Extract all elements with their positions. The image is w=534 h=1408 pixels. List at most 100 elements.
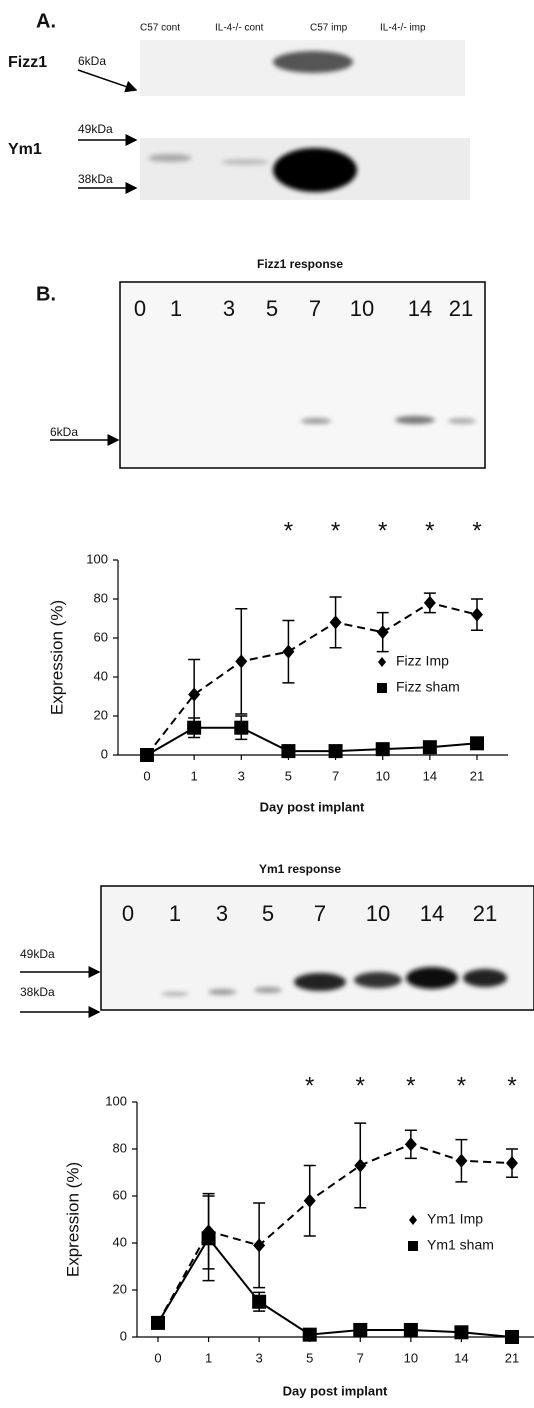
x-tick-label: 1 [205, 1350, 212, 1365]
band [221, 159, 269, 165]
lane-label: C57 cont [140, 23, 180, 34]
y-tick-label: 100 [86, 551, 108, 566]
point [188, 687, 201, 702]
series-line [146, 726, 478, 756]
y-tick-label: 40 [113, 1234, 127, 1249]
x-tick-label: 10 [404, 1350, 418, 1365]
lane-label: IL-4-/- cont [215, 23, 264, 34]
x-axis-title: Day post implant [260, 799, 365, 814]
point [506, 1156, 518, 1171]
series-line [157, 1236, 513, 1338]
y-tick-label: 20 [113, 1281, 127, 1296]
x-tick-label: 5 [285, 768, 292, 783]
lane-label: C57 imp [310, 23, 348, 34]
band [354, 972, 402, 988]
lane-label: 5 [262, 901, 274, 926]
marker-label: 38kDa [20, 985, 55, 999]
x-tick-label: 14 [454, 1350, 468, 1365]
band [448, 418, 476, 424]
point [454, 1325, 469, 1340]
point [471, 607, 483, 622]
significance-mark: * [356, 1072, 365, 1099]
point [455, 1153, 468, 1168]
y-tick-label: 100 [105, 1093, 127, 1108]
lane-label: 1 [170, 296, 182, 321]
band [273, 51, 353, 73]
lane-label: 7 [314, 901, 326, 926]
band [294, 973, 346, 991]
significance-mark: * [305, 1072, 314, 1099]
legend-label: Ym1 sham [427, 1237, 494, 1253]
lane-label: IL-4-/- imp [380, 23, 426, 34]
point [252, 1294, 267, 1309]
point [404, 1137, 417, 1152]
band [148, 154, 192, 162]
y-tick-label: 60 [113, 1187, 127, 1202]
lane-label: 0 [122, 901, 134, 926]
y-tick-label: 80 [94, 590, 108, 605]
blot-title: Ym1 response [259, 862, 341, 876]
x-tick-label: 1 [191, 768, 198, 783]
x-tick-label: 0 [143, 768, 150, 783]
lane-label: 3 [216, 901, 228, 926]
point [376, 625, 389, 640]
x-tick-label: 7 [332, 768, 339, 783]
lane-label: 0 [134, 296, 146, 321]
significance-mark: * [284, 517, 293, 544]
point [303, 1193, 316, 1208]
lane-label: 10 [366, 901, 390, 926]
point [187, 720, 202, 735]
band [463, 969, 507, 987]
y-axis-title: Expression (%) [47, 600, 66, 715]
point [403, 1322, 418, 1337]
y-tick-label: 20 [94, 707, 108, 722]
x-axis-title: Day post implant [283, 1383, 388, 1398]
x-tick-label: 0 [154, 1350, 161, 1365]
lane-label: 21 [449, 296, 473, 321]
lane-label: 5 [266, 296, 278, 321]
point [375, 742, 390, 757]
band [301, 418, 331, 424]
marker-label: 49kDa [20, 947, 55, 961]
y-tick-label: 0 [101, 746, 108, 761]
significance-mark: * [378, 517, 387, 544]
point [302, 1327, 317, 1342]
point [354, 1158, 367, 1173]
point [282, 644, 295, 659]
lane-label: 3 [223, 296, 235, 321]
lane-label: 10 [350, 296, 374, 321]
x-tick-label: 10 [375, 768, 389, 783]
significance-mark: * [406, 1072, 415, 1099]
point [151, 1315, 165, 1330]
legend-symbol [378, 657, 386, 667]
band [395, 416, 435, 424]
band [273, 148, 357, 192]
point [234, 720, 249, 735]
significance-mark: * [457, 1072, 466, 1099]
lane-label: 14 [420, 901, 444, 926]
marker-label: 38kDa [78, 172, 113, 186]
significance-mark: * [472, 517, 481, 544]
band [406, 967, 458, 989]
point [329, 615, 342, 630]
panel-label: A. [36, 10, 56, 32]
y-tick-label: 0 [120, 1328, 127, 1343]
point [423, 595, 436, 610]
x-tick-label: 21 [505, 1350, 519, 1365]
legend-label: Fizz sham [396, 679, 460, 695]
lane-label: 1 [169, 901, 181, 926]
point [505, 1330, 519, 1344]
lane-label: 14 [408, 296, 432, 321]
point [353, 1322, 368, 1337]
band [208, 989, 236, 995]
significance-mark: * [331, 517, 340, 544]
band [161, 992, 189, 996]
marker-label: 49kDa [78, 122, 113, 136]
row-label: Ym1 [8, 141, 42, 158]
significance-mark: * [425, 517, 434, 544]
marker-label: 6kDa [78, 54, 106, 68]
x-tick-label: 3 [238, 768, 245, 783]
point [470, 736, 484, 751]
